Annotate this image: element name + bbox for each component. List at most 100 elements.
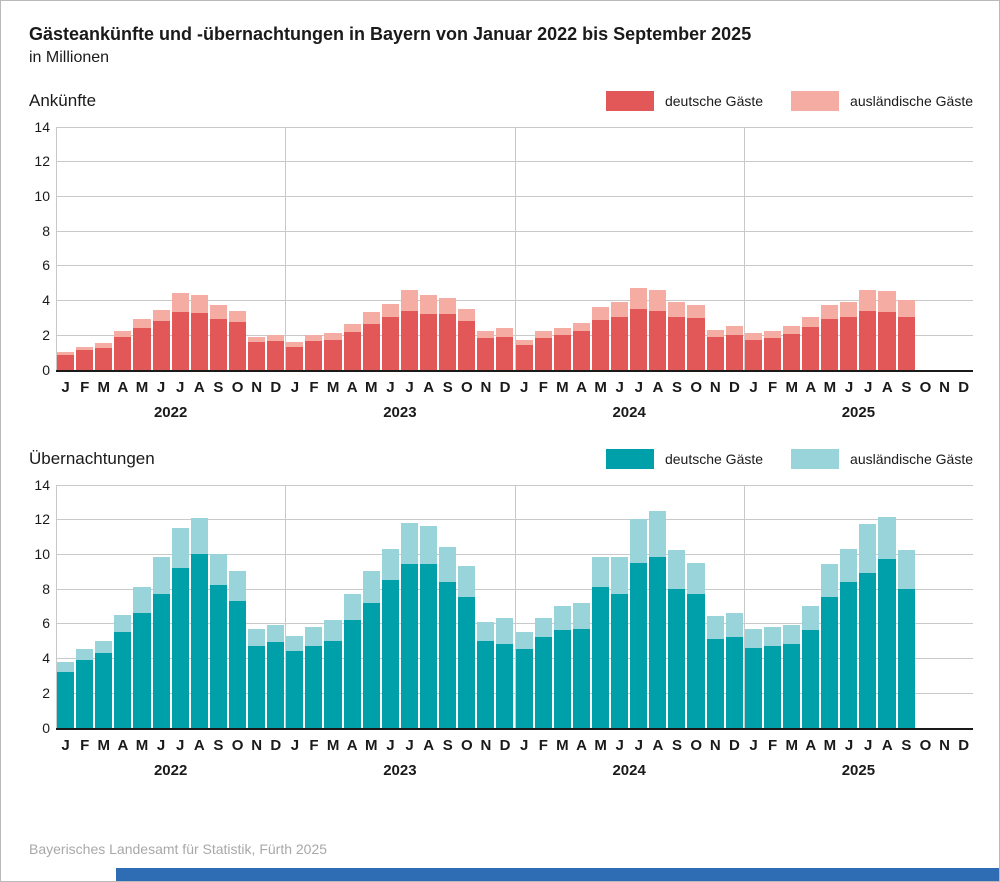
- bar-segment-domestic: [706, 336, 724, 370]
- bar: [667, 127, 686, 370]
- y-axis-tick-label: 2: [42, 326, 50, 343]
- arrivals-plot-area: 0 2 4 6 8 10 12 14: [34, 120, 973, 377]
- bar-segment-foreign: [439, 298, 457, 314]
- bar-segment-foreign: [171, 293, 189, 313]
- bar-segment-foreign: [897, 550, 915, 589]
- bar-segment-foreign: [802, 317, 820, 327]
- legend-label-foreign: ausländische Gäste: [850, 450, 973, 467]
- bar: [209, 127, 228, 370]
- bar-segment-foreign: [668, 301, 686, 317]
- bar-segment-domestic: [362, 602, 380, 728]
- month-label: M: [135, 378, 149, 396]
- bar-segment-foreign: [725, 612, 743, 638]
- bar-segment-domestic: [534, 637, 552, 728]
- bar-segment-foreign: [725, 326, 743, 335]
- month-label: A: [346, 378, 358, 396]
- bar: [400, 127, 419, 370]
- bar-segment-domestic: [114, 337, 132, 370]
- month-label: N: [709, 378, 721, 396]
- bar-segment-domestic: [57, 354, 75, 370]
- bar-segment-domestic: [706, 638, 724, 728]
- month-label: J: [634, 736, 643, 754]
- bar: [75, 127, 94, 370]
- month-label: S: [901, 736, 912, 754]
- bar: [476, 485, 495, 728]
- bar-segment-foreign: [286, 341, 304, 347]
- bar-segment-foreign: [171, 527, 189, 568]
- month-label: M: [594, 736, 607, 754]
- month-label: O: [919, 378, 932, 396]
- bar: [247, 485, 266, 728]
- bar-segment-foreign: [267, 334, 285, 341]
- bar-segment-domestic: [878, 559, 896, 728]
- bar: [820, 485, 839, 728]
- bar-segment-foreign: [515, 340, 533, 346]
- bar-segment-domestic: [458, 320, 476, 370]
- bar: [801, 485, 820, 728]
- month-label: J: [176, 378, 185, 396]
- year-separator: [743, 484, 745, 728]
- bar: [56, 485, 75, 728]
- month-label: O: [231, 736, 244, 754]
- legend-item-foreign: ausländische Gäste: [791, 90, 973, 111]
- bar-segment-domestic: [477, 338, 495, 370]
- page-content: Gästeankünfte und -übernachtungen in Bay…: [1, 1, 999, 857]
- page-title: Gästeankünfte und -übernachtungen in Bay…: [29, 24, 752, 44]
- bar: [228, 127, 247, 370]
- bar-segment-domestic: [419, 313, 438, 370]
- bar-segment-domestic: [515, 345, 533, 370]
- bar-segment-domestic: [228, 321, 247, 370]
- month-label: N: [480, 378, 492, 396]
- bar-segment-domestic: [267, 642, 285, 728]
- bar-segment-foreign: [324, 333, 342, 340]
- bar: [629, 485, 648, 728]
- bar-segment-domestic: [248, 341, 266, 370]
- bar: [877, 127, 896, 370]
- month-label: J: [863, 736, 873, 754]
- month-label: M: [326, 378, 340, 396]
- bar-segment-domestic: [534, 338, 552, 370]
- bar-segment-foreign: [744, 628, 762, 648]
- bar: [285, 485, 304, 728]
- bar-segment-foreign: [782, 326, 801, 334]
- bar-segment-domestic: [152, 593, 170, 728]
- legend-swatch-icon: [791, 90, 840, 111]
- year-label: 2022: [153, 761, 188, 779]
- bar-segment-foreign: [649, 289, 667, 312]
- month-label: F: [80, 378, 90, 396]
- legend-label-foreign: ausländische Gäste: [850, 92, 973, 109]
- bar: [285, 127, 304, 370]
- bar-segment-foreign: [114, 331, 132, 338]
- bar: [419, 127, 438, 370]
- bar-segment-foreign: [802, 606, 820, 631]
- legend-item-domestic: deutsche Gäste: [605, 90, 763, 111]
- bar-segment-domestic: [267, 340, 285, 370]
- bar-segment-foreign: [821, 564, 839, 598]
- y-axis-tick-label: 12: [34, 153, 50, 170]
- bar-segment-domestic: [859, 310, 877, 370]
- bar-segment-domestic: [496, 644, 514, 728]
- bar: [381, 485, 400, 728]
- bar-segment-domestic: [133, 327, 151, 370]
- bar-segment-foreign: [897, 300, 915, 318]
- bar-segment-domestic: [286, 346, 304, 370]
- month-label: M: [556, 736, 569, 754]
- bar-segment-domestic: [496, 336, 514, 370]
- bar: [629, 127, 648, 370]
- bar-segment-foreign: [706, 616, 724, 639]
- bar-segment-domestic: [248, 645, 266, 728]
- bar: [113, 485, 132, 728]
- bar-segment-foreign: [190, 294, 208, 314]
- bar: [515, 127, 534, 370]
- bar-segment-domestic: [611, 316, 629, 370]
- arrivals-chart-title: Ankünfte: [29, 90, 97, 110]
- bar-segment-foreign: [228, 310, 247, 322]
- bar: [400, 485, 419, 728]
- bar: [190, 485, 209, 728]
- bar-segment-foreign: [534, 331, 552, 339]
- year-separator: [56, 126, 57, 370]
- year-separator: [56, 484, 57, 728]
- bar: [725, 127, 744, 370]
- bar-segment-domestic: [897, 317, 915, 370]
- y-axis-tick-label: 4: [42, 292, 50, 309]
